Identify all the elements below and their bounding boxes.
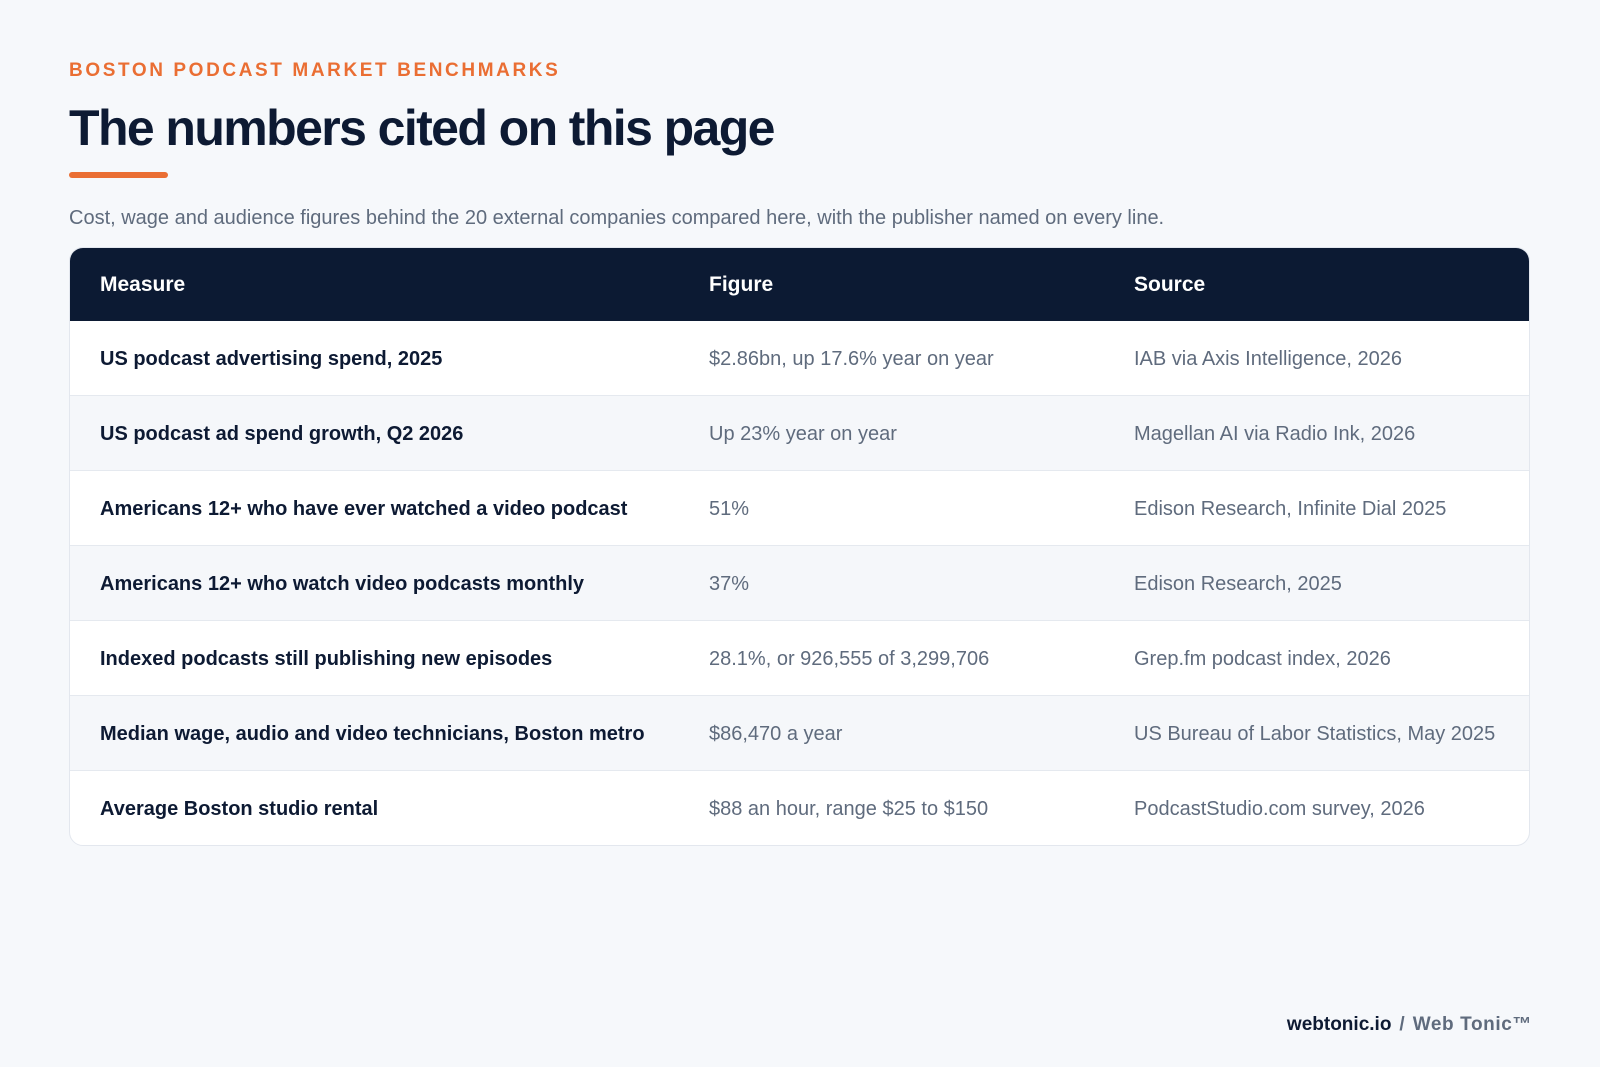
table-row: Americans 12+ who watch video podcasts m… [70,545,1529,621]
cell-measure: US podcast advertising spend, 2025 [100,348,443,370]
table-row: Average Boston studio rental $88 an hour… [70,770,1529,845]
column-header-source: Source [1134,272,1206,296]
cell-measure: US podcast ad spend growth, Q2 2026 [70,395,679,471]
cell-measure: Median wage, audio and video technicians… [70,695,679,771]
cell-figure: $2.86bn, up 17.6% year on year [709,348,994,370]
cell-figure: 28.1%, or 926,555 of 3,299,706 [679,620,1104,696]
cell-measure: Americans 12+ who watch video podcasts m… [70,545,679,621]
cell-measure: Americans 12+ who have ever watched a vi… [70,470,679,546]
cell-figure: $86,470 a year [679,695,1104,771]
footer-brand: Web Tonic™ [1412,1014,1532,1035]
cell-measure: Average Boston studio rental [70,770,679,845]
cell-source: Edison Research, Infinite Dial 2025 [1104,470,1529,546]
eyebrow-label: BOSTON PODCAST MARKET BENCHMARKS [69,60,561,81]
title-accent-bar [69,172,168,178]
benchmarks-table-card: Measure Figure Source US podcast adverti… [69,247,1530,846]
cell-figure: Up 23% year on year [679,395,1104,471]
benchmarks-table: Measure Figure Source US podcast adverti… [70,248,1529,845]
column-header-figure: Figure [709,272,774,296]
cell-source: Magellan AI via Radio Ink, 2026 [1104,395,1529,471]
cell-figure: $88 an hour, range $25 to $150 [679,770,1104,845]
footer-site-link[interactable]: webtonic.io [1286,1014,1392,1035]
cell-figure: 37% [679,545,1104,621]
cell-source: US Bureau of Labor Statistics, May 2025 [1104,695,1529,771]
table-header-row: Measure Figure Source [70,248,1529,321]
footer-separator: / [1399,1014,1405,1035]
page-title: The numbers cited on this page [69,100,775,156]
table-row: Median wage, audio and video technicians… [70,695,1529,771]
cell-figure: 51% [679,470,1104,546]
table-row: US podcast ad spend growth, Q2 2026 Up 2… [70,395,1529,471]
table-row: Indexed podcasts still publishing new ep… [70,620,1529,696]
cell-source: PodcastStudio.com survey, 2026 [1104,770,1529,845]
cell-source: IAB via Axis Intelligence, 2026 [1134,348,1402,370]
cell-measure: Indexed podcasts still publishing new ep… [70,620,679,696]
table-row: Americans 12+ who have ever watched a vi… [70,470,1529,546]
cell-source: Grep.fm podcast index, 2026 [1104,620,1529,696]
column-header-measure: Measure [100,272,186,296]
table-row: US podcast advertising spend, 2025 $2.86… [70,321,1529,396]
page-subtitle: Cost, wage and audience figures behind t… [69,207,1165,229]
footer-credit: webtonic.io / Web Tonic™ [1287,1013,1532,1037]
cell-source: Edison Research, 2025 [1104,545,1529,621]
